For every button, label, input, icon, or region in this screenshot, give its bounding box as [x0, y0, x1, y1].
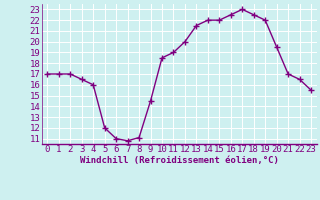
X-axis label: Windchill (Refroidissement éolien,°C): Windchill (Refroidissement éolien,°C) [80, 156, 279, 165]
